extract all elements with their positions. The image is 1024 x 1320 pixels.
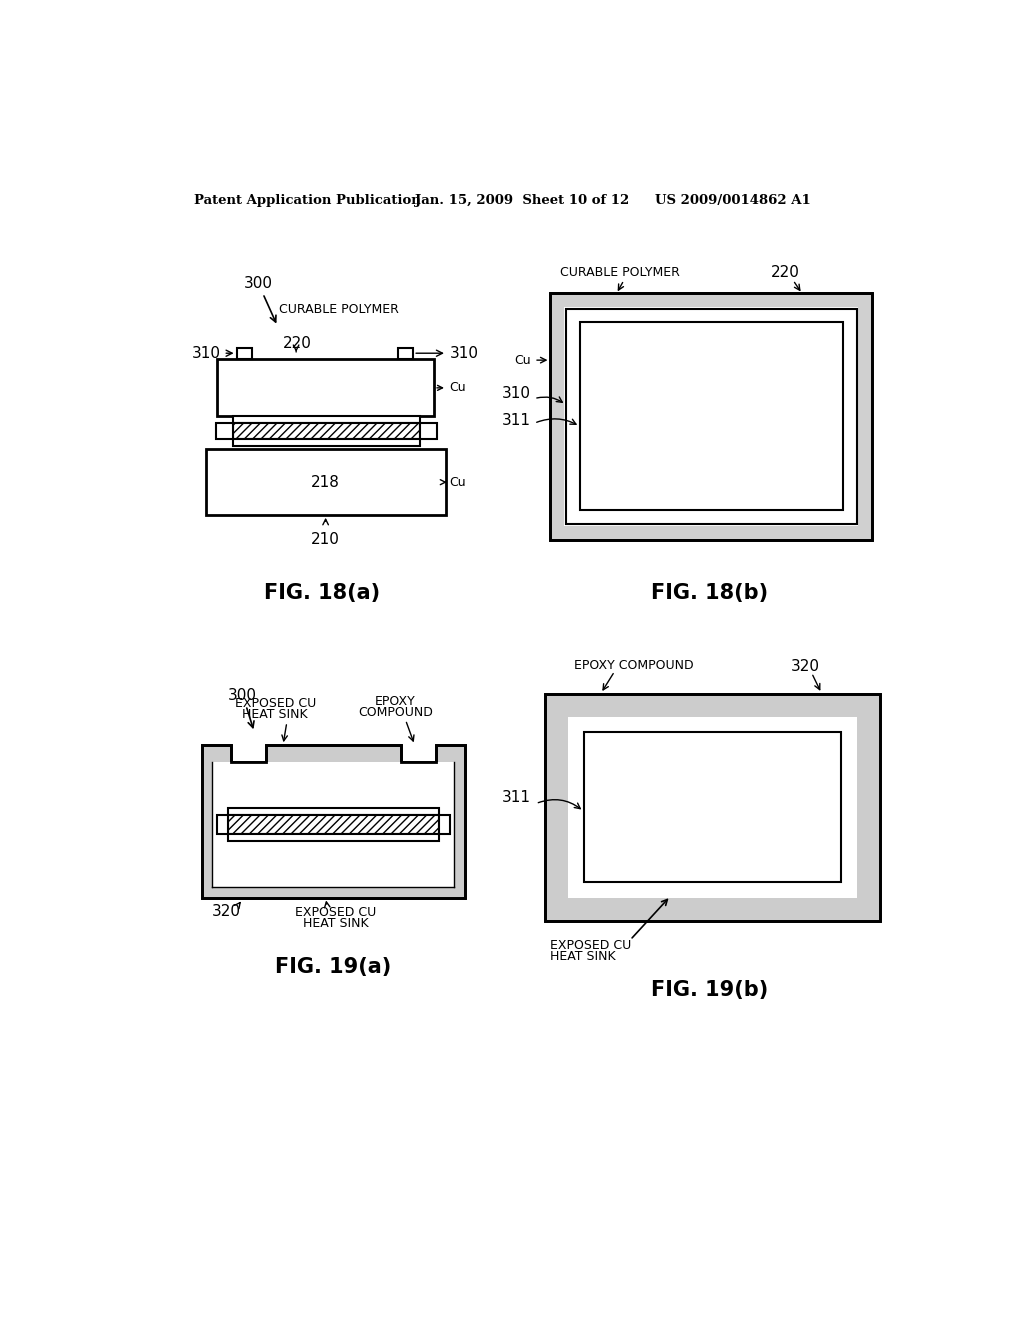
Polygon shape <box>232 416 420 422</box>
Text: Cu: Cu <box>437 381 466 395</box>
Polygon shape <box>206 449 445 515</box>
Polygon shape <box>568 717 856 898</box>
Polygon shape <box>397 348 414 359</box>
Text: Cu: Cu <box>440 475 466 488</box>
Text: 300: 300 <box>228 688 257 727</box>
Text: Patent Application Publication: Patent Application Publication <box>194 194 421 207</box>
Text: FIG. 19(b): FIG. 19(b) <box>650 979 768 1001</box>
Text: US 2009/0014862 A1: US 2009/0014862 A1 <box>655 194 811 207</box>
Text: Cu: Cu <box>514 354 531 367</box>
Polygon shape <box>232 422 420 440</box>
Text: 320: 320 <box>791 659 819 675</box>
Polygon shape <box>212 762 455 887</box>
Text: 310: 310 <box>191 346 232 360</box>
Polygon shape <box>545 693 880 921</box>
Text: CURABLE POLYMER: CURABLE POLYMER <box>280 302 399 315</box>
Text: EPOXY: EPOXY <box>375 694 416 708</box>
Polygon shape <box>228 834 438 841</box>
Text: 311: 311 <box>502 789 531 805</box>
Polygon shape <box>564 308 858 525</box>
Text: COMPOUND: COMPOUND <box>358 705 433 718</box>
Text: 210: 210 <box>311 532 340 546</box>
Polygon shape <box>228 816 438 834</box>
Text: Jan. 15, 2009  Sheet 10 of 12: Jan. 15, 2009 Sheet 10 of 12 <box>415 194 629 207</box>
Text: HEAT SINK: HEAT SINK <box>303 917 369 931</box>
Polygon shape <box>217 359 434 416</box>
Polygon shape <box>550 293 872 540</box>
Text: 220: 220 <box>771 265 800 280</box>
Text: FIG. 18(b): FIG. 18(b) <box>650 583 768 603</box>
Text: FIG. 19(a): FIG. 19(a) <box>275 957 391 977</box>
Text: CURABLE POLYMER: CURABLE POLYMER <box>560 265 680 279</box>
Text: 310: 310 <box>502 385 531 401</box>
Text: EXPOSED CU: EXPOSED CU <box>234 697 315 710</box>
Text: 300: 300 <box>244 276 275 322</box>
Text: EXPOSED CU: EXPOSED CU <box>550 939 632 952</box>
Polygon shape <box>216 422 232 440</box>
Text: HEAT SINK: HEAT SINK <box>550 949 616 962</box>
Text: 310: 310 <box>416 346 478 360</box>
Text: HEAT SINK: HEAT SINK <box>243 708 308 721</box>
Polygon shape <box>228 808 438 816</box>
Text: 320: 320 <box>212 904 241 919</box>
Polygon shape <box>232 440 420 446</box>
Text: EXPOSED CU: EXPOSED CU <box>295 907 377 920</box>
Text: EPOXY COMPOUND: EPOXY COMPOUND <box>573 659 693 672</box>
Polygon shape <box>217 816 228 834</box>
Text: 220: 220 <box>283 335 311 351</box>
Polygon shape <box>438 816 450 834</box>
Polygon shape <box>202 744 465 898</box>
Text: FIG. 18(a): FIG. 18(a) <box>264 583 380 603</box>
Text: 311: 311 <box>502 413 531 428</box>
Text: 218: 218 <box>311 475 340 490</box>
Polygon shape <box>420 422 437 440</box>
Polygon shape <box>237 348 252 359</box>
